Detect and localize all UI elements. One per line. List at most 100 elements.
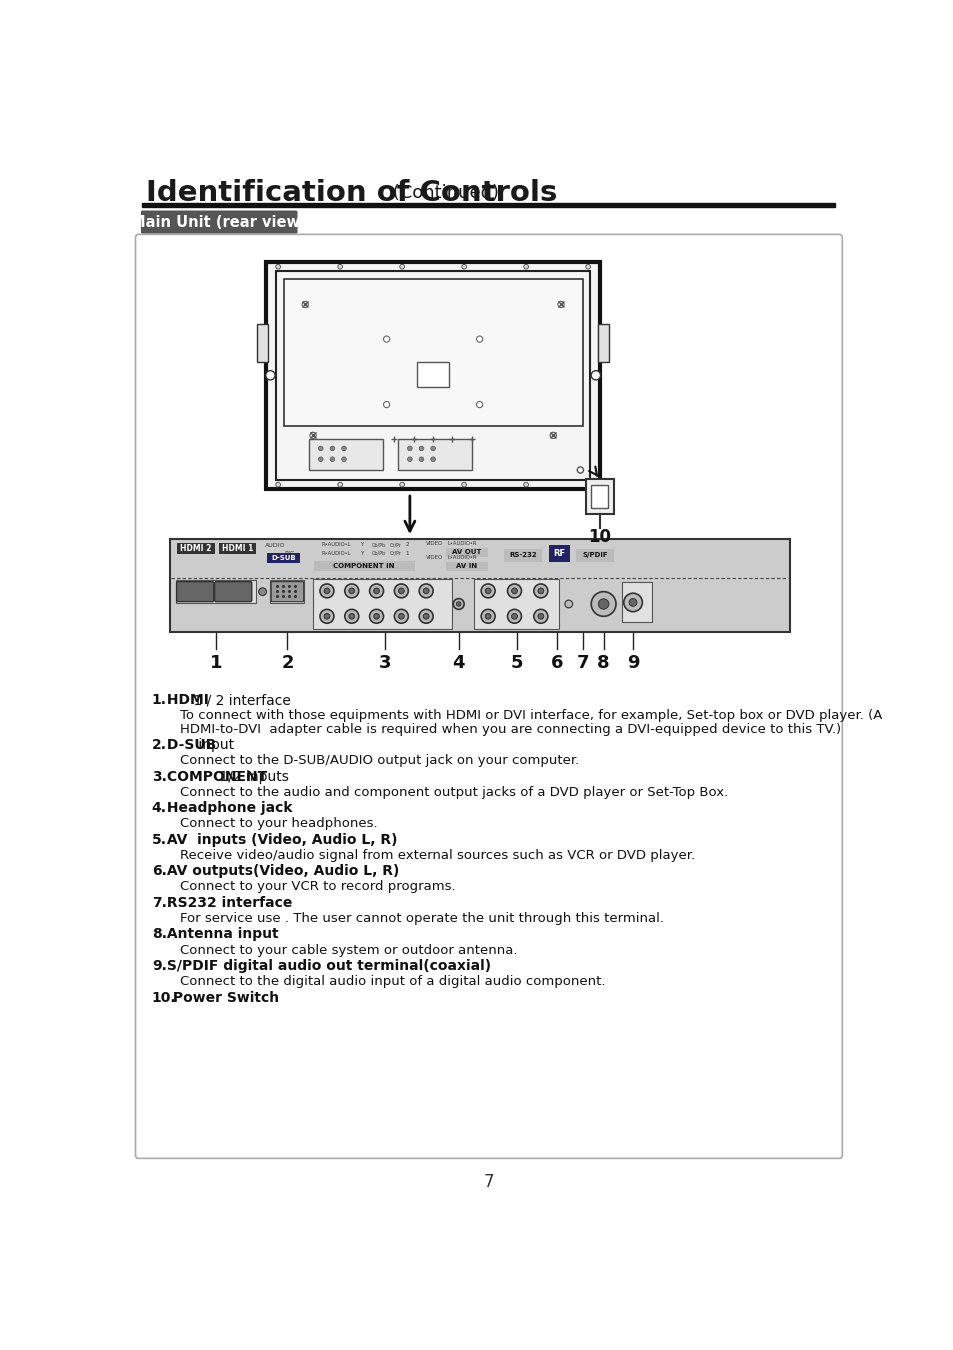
Text: R•AUDIO•L: R•AUDIO•L bbox=[321, 543, 351, 547]
Circle shape bbox=[431, 456, 435, 462]
Circle shape bbox=[537, 589, 543, 594]
Circle shape bbox=[383, 401, 390, 408]
Bar bbox=[397, 439, 472, 470]
Text: Connect to the audio and component output jacks of a DVD player or Set-Top Box.: Connect to the audio and component outpu… bbox=[179, 786, 727, 799]
Text: AV  inputs (Video, Audio L, R): AV inputs (Video, Audio L, R) bbox=[162, 833, 397, 846]
Bar bbox=[175, 580, 255, 603]
Circle shape bbox=[394, 585, 408, 598]
Circle shape bbox=[423, 613, 429, 620]
Text: 6: 6 bbox=[550, 653, 563, 671]
Circle shape bbox=[399, 265, 404, 269]
Circle shape bbox=[266, 371, 274, 379]
Circle shape bbox=[623, 593, 641, 612]
Circle shape bbox=[398, 613, 404, 620]
Circle shape bbox=[337, 265, 342, 269]
Text: Antenna input: Antenna input bbox=[162, 927, 278, 941]
Text: 1 / 2 interface: 1 / 2 interface bbox=[189, 694, 291, 707]
Bar bbox=[591, 486, 608, 508]
Circle shape bbox=[275, 482, 280, 487]
Circle shape bbox=[324, 613, 330, 620]
Circle shape bbox=[374, 613, 379, 620]
Circle shape bbox=[349, 613, 355, 620]
Text: 3.: 3. bbox=[152, 769, 167, 783]
Circle shape bbox=[485, 589, 491, 594]
Circle shape bbox=[476, 401, 482, 408]
Circle shape bbox=[485, 613, 491, 620]
Text: For service use . The user cannot operate the unit through this terminal.: For service use . The user cannot operat… bbox=[179, 913, 663, 925]
Bar bbox=[267, 554, 299, 563]
Circle shape bbox=[399, 482, 404, 487]
Bar bbox=[313, 579, 452, 629]
Bar bbox=[257, 324, 268, 362]
Text: VIDEO: VIDEO bbox=[426, 555, 443, 560]
Text: 1: 1 bbox=[405, 551, 408, 556]
Circle shape bbox=[302, 301, 308, 308]
Text: Connect to your cable system or outdoor antenna.: Connect to your cable system or outdoor … bbox=[179, 944, 517, 957]
Text: 4.: 4. bbox=[152, 801, 167, 815]
Text: 2: 2 bbox=[405, 543, 408, 547]
Circle shape bbox=[418, 609, 433, 624]
Circle shape bbox=[418, 585, 433, 598]
Circle shape bbox=[585, 482, 590, 487]
Text: Main Unit (rear view): Main Unit (rear view) bbox=[132, 215, 307, 230]
Bar bbox=[474, 579, 558, 629]
Circle shape bbox=[564, 601, 572, 608]
Circle shape bbox=[629, 598, 637, 606]
Circle shape bbox=[344, 585, 358, 598]
Circle shape bbox=[507, 609, 521, 624]
Circle shape bbox=[591, 591, 616, 617]
Bar bbox=[142, 202, 835, 207]
Circle shape bbox=[374, 589, 379, 594]
Text: 8.: 8. bbox=[152, 927, 167, 941]
Circle shape bbox=[394, 609, 408, 624]
Text: AV OUT: AV OUT bbox=[452, 549, 480, 555]
Bar bbox=[275, 271, 590, 481]
Bar bbox=[170, 539, 789, 632]
Circle shape bbox=[523, 265, 528, 269]
Text: R•AUDIO•L: R•AUDIO•L bbox=[321, 551, 351, 556]
FancyBboxPatch shape bbox=[176, 582, 213, 602]
Text: 10.: 10. bbox=[152, 991, 176, 1004]
Text: Power Switch: Power Switch bbox=[168, 991, 278, 1004]
Circle shape bbox=[431, 446, 435, 451]
Text: RS232 interface: RS232 interface bbox=[162, 896, 293, 910]
Bar bbox=[445, 548, 488, 558]
FancyBboxPatch shape bbox=[141, 211, 297, 234]
Text: 7: 7 bbox=[483, 1173, 494, 1191]
Circle shape bbox=[398, 589, 404, 594]
Text: S/PDIF: S/PDIF bbox=[581, 552, 607, 559]
FancyBboxPatch shape bbox=[135, 235, 841, 1158]
Circle shape bbox=[318, 446, 323, 451]
Bar bbox=[598, 324, 608, 362]
Circle shape bbox=[344, 609, 358, 624]
Circle shape bbox=[310, 432, 315, 439]
Bar bbox=[219, 543, 256, 554]
Circle shape bbox=[461, 482, 466, 487]
Circle shape bbox=[585, 265, 590, 269]
Bar bbox=[585, 479, 613, 514]
Circle shape bbox=[418, 446, 423, 451]
Text: RF: RF bbox=[553, 549, 565, 559]
Circle shape bbox=[453, 598, 464, 609]
Text: Y: Y bbox=[360, 543, 363, 547]
FancyBboxPatch shape bbox=[214, 582, 252, 602]
Text: HDMI 2: HDMI 2 bbox=[180, 544, 212, 554]
Circle shape bbox=[523, 482, 528, 487]
Text: 4: 4 bbox=[452, 653, 464, 671]
Text: AV outputs(Video, Audio L, R): AV outputs(Video, Audio L, R) bbox=[162, 864, 399, 879]
Bar bbox=[314, 560, 415, 571]
Circle shape bbox=[318, 456, 323, 462]
Circle shape bbox=[550, 432, 556, 439]
Circle shape bbox=[456, 602, 460, 606]
Circle shape bbox=[558, 301, 563, 308]
Text: input: input bbox=[193, 738, 233, 752]
Circle shape bbox=[349, 589, 355, 594]
Text: 2.: 2. bbox=[152, 738, 167, 752]
Text: COMPONENT IN: COMPONENT IN bbox=[333, 563, 395, 568]
Text: Receive video/audio signal from external sources such as VCR or DVD player.: Receive video/audio signal from external… bbox=[179, 849, 694, 861]
Text: 1/2 inputs: 1/2 inputs bbox=[214, 769, 289, 783]
Circle shape bbox=[275, 265, 280, 269]
Text: 10: 10 bbox=[588, 528, 611, 545]
Circle shape bbox=[319, 609, 334, 624]
Circle shape bbox=[423, 589, 429, 594]
